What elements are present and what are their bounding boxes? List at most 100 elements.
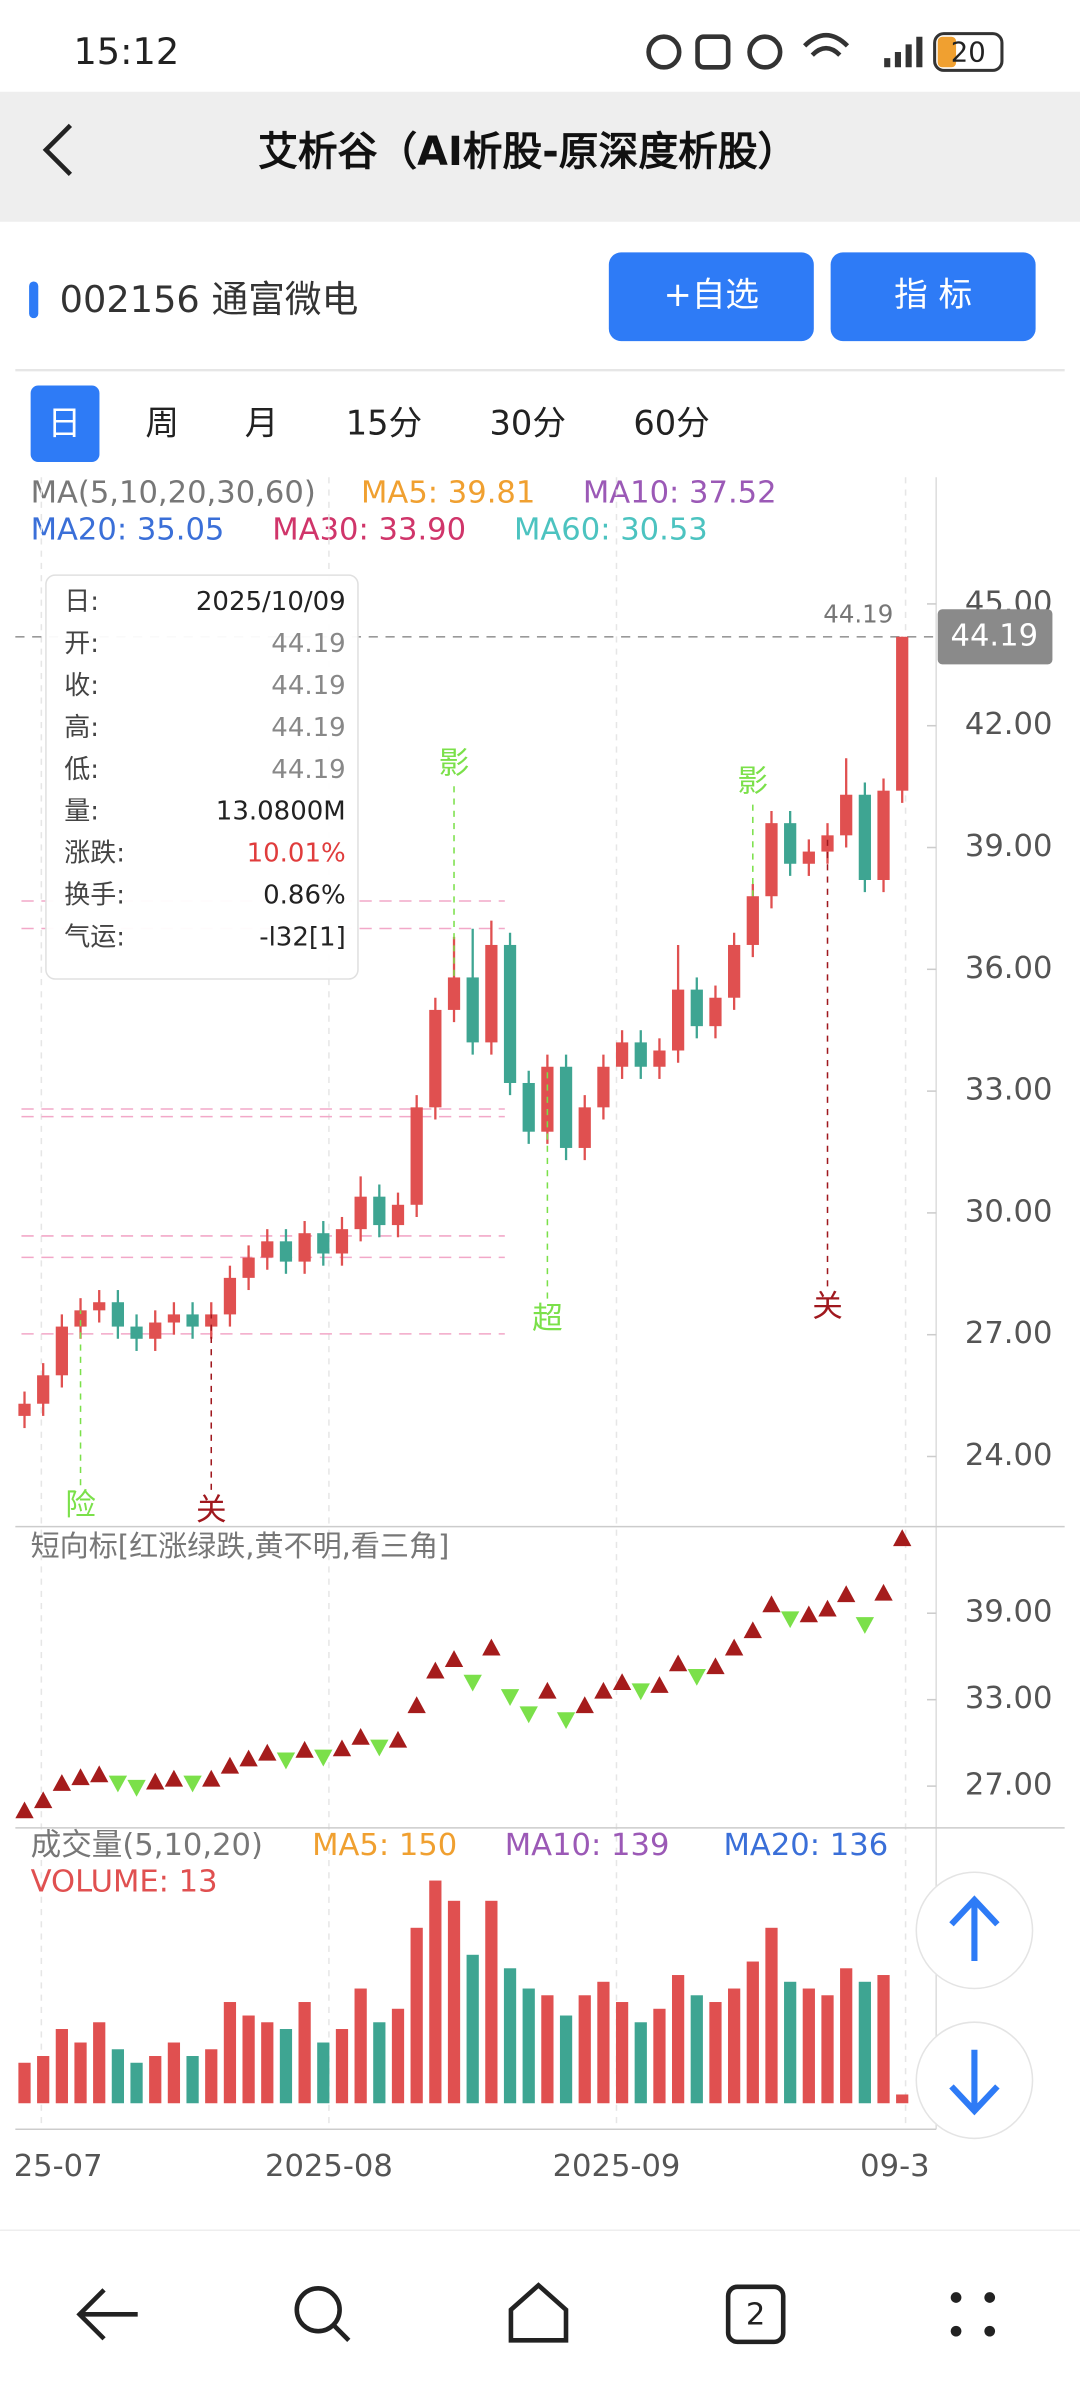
volume-bar <box>391 2008 405 2104</box>
signal-triangle <box>762 1595 781 1613</box>
candle-body <box>279 1241 293 1262</box>
tooltip-key: 高: <box>64 713 99 743</box>
signal-triangle <box>220 1756 240 1774</box>
header-bar <box>0 91 1080 222</box>
signal-triangle <box>799 1605 819 1623</box>
annotation: 超 <box>532 1302 563 1337</box>
volume-bar <box>653 2008 666 2104</box>
candle-body <box>690 989 703 1027</box>
timeframe-tab[interactable]: 月 <box>245 404 279 443</box>
timeframe-tab[interactable]: 周 <box>145 404 179 443</box>
candle-body <box>111 1302 125 1327</box>
last-price-label: 44.19 <box>951 618 1039 653</box>
volume-legend: VOLUME: 13 <box>31 1864 218 1899</box>
signal-triangle <box>482 1638 501 1656</box>
nav-home[interactable] <box>508 2282 569 2343</box>
timeframe-tab[interactable]: 30分 <box>490 404 566 443</box>
tooltip-key: 气运: <box>64 922 125 952</box>
tooltip-value: 44.19 <box>271 713 345 743</box>
signal-triangle <box>351 1727 370 1745</box>
y-tick-label: 33.00 <box>965 1073 1053 1108</box>
signal-triangle <box>668 1654 688 1672</box>
volume-bar <box>690 1995 703 2104</box>
volume-bar <box>597 1981 610 2104</box>
candle-body <box>130 1326 143 1339</box>
volume-bar <box>373 2022 386 2104</box>
volume-bar <box>167 2042 181 2104</box>
tooltip-box <box>45 574 359 980</box>
candle-body <box>429 1009 442 1108</box>
candle-body <box>373 1196 386 1226</box>
volume-bar <box>559 2015 573 2104</box>
signal-triangle <box>202 1769 221 1787</box>
ma-legend: MA30: 33.90 <box>272 512 466 547</box>
volume-bar <box>578 1995 591 2104</box>
signal-triangle <box>706 1657 725 1675</box>
signal-triangle <box>594 1681 613 1699</box>
volume-bar <box>746 1961 759 2104</box>
signal-triangle <box>556 1712 576 1730</box>
signal-triangle <box>519 1706 538 1724</box>
signal-triangle <box>500 1689 520 1706</box>
x-tick-label: 2025-08 <box>265 2149 393 2184</box>
signal-triangle <box>538 1681 557 1699</box>
signal-triangle <box>295 1740 314 1758</box>
signal-triangle <box>426 1661 445 1679</box>
candle-body <box>746 896 759 945</box>
nav-search[interactable] <box>294 2286 342 2334</box>
signal-triangle <box>463 1674 482 1692</box>
volume-bar <box>93 2022 106 2104</box>
candle-body <box>802 851 815 864</box>
volume-bar <box>522 1988 535 2104</box>
nav-back[interactable] <box>76 2288 138 2341</box>
candle-body <box>840 794 853 836</box>
signal-triangle <box>276 1752 296 1770</box>
header-title: 艾析谷（AI析股-原深度析股） <box>258 129 797 175</box>
candle-body <box>37 1375 50 1404</box>
signal-triangle <box>108 1775 128 1793</box>
back-button[interactable] <box>42 123 73 177</box>
signal-triangle <box>874 1583 893 1601</box>
battery-level <box>937 36 957 68</box>
volume-bar <box>728 1988 741 2104</box>
timeframe-tab[interactable]: 15分 <box>346 404 422 443</box>
y-tick-label: 39.00 <box>965 1595 1053 1630</box>
volume-bar <box>205 2049 218 2104</box>
volume-bar <box>37 2056 50 2104</box>
tab-selected[interactable] <box>30 385 100 462</box>
candle-body <box>896 636 909 791</box>
indicator-button-label[interactable]: 指 标 <box>894 275 972 314</box>
candle-body <box>634 1042 647 1067</box>
timeframe-tab[interactable]: 60分 <box>633 404 709 443</box>
candle-body <box>653 1050 666 1067</box>
volume-bar <box>466 1954 479 2104</box>
indicator-button[interactable] <box>830 252 1036 342</box>
ma-legend: MA(5,10,20,30,60) <box>31 476 316 511</box>
volume-bar <box>485 1900 498 2104</box>
signal-triangle <box>743 1621 762 1639</box>
candle-body <box>205 1314 218 1327</box>
watchlist-button-label[interactable]: +自选 <box>664 275 759 314</box>
watchlist-button[interactable] <box>608 252 814 342</box>
ma-legend: MA5: 39.81 <box>361 476 535 511</box>
signal-triangle <box>146 1772 165 1790</box>
volume-bar <box>784 1981 797 2104</box>
tooltip-value: 2025/10/09 <box>196 587 346 617</box>
volume-legend: MA5: 150 <box>312 1828 457 1863</box>
volume-bar <box>317 2042 330 2104</box>
signal-icon <box>884 36 923 68</box>
x-tick-label: 2025-09 <box>553 2149 681 2184</box>
candle-body <box>261 1241 274 1258</box>
candle-body <box>522 1082 535 1132</box>
volume-bar <box>765 1927 778 2104</box>
candle-body <box>615 1042 629 1067</box>
tooltip-value: -l32[1] <box>259 922 346 952</box>
timeframe-tab[interactable]: 日 <box>47 404 81 443</box>
y-tick-label: 42.00 <box>965 707 1053 742</box>
volume-bar <box>261 2022 274 2104</box>
nav-tabs[interactable] <box>725 2284 786 2345</box>
tooltip-key: 涨跌: <box>64 839 125 869</box>
battery <box>933 32 1004 72</box>
nav-menu[interactable] <box>950 2292 996 2337</box>
